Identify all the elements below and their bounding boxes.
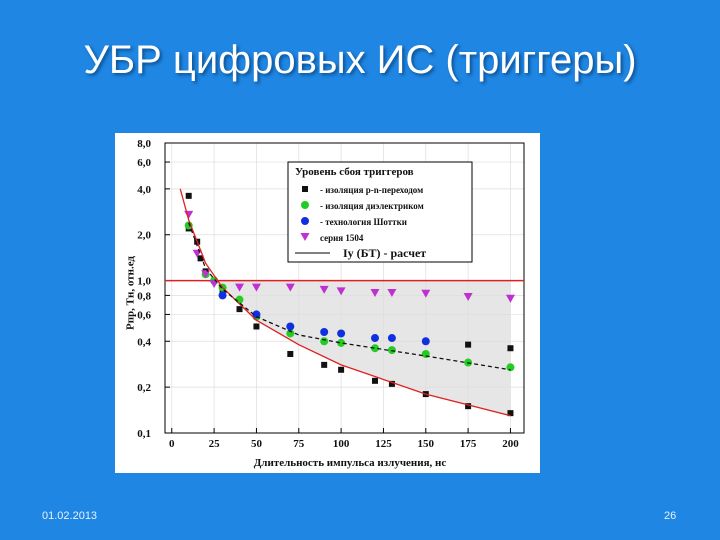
marker-triangle — [421, 289, 431, 298]
marker-square — [507, 410, 514, 417]
x-tick-label: 200 — [502, 438, 519, 450]
marker-circle — [235, 295, 244, 304]
marker-triangle — [505, 294, 515, 303]
plot-frame — [164, 142, 525, 434]
marker-circle — [370, 334, 379, 343]
marker-triangle — [463, 293, 473, 302]
marker-circle — [337, 338, 346, 347]
marker-triangle — [319, 285, 329, 294]
marker-circle — [337, 329, 346, 338]
y-tick-label: 0,1 — [137, 428, 151, 440]
y-tick-label: 0,4 — [137, 336, 151, 348]
y-tick-label: 8,0 — [137, 138, 151, 150]
marker-triangle — [387, 288, 397, 297]
x-tick-label: 75 — [293, 438, 305, 450]
legend-label: - технология Шоттки — [320, 217, 407, 227]
slide-number: 26 — [664, 510, 677, 522]
marker-circle — [301, 201, 309, 209]
marker-square — [371, 377, 378, 384]
legend-box — [287, 161, 473, 263]
marker-square — [507, 345, 514, 352]
x-tick-label: 100 — [333, 438, 350, 450]
legend-label: Iу (БТ) - расчет — [343, 246, 426, 260]
marker-square — [302, 186, 308, 192]
marker-triangle — [285, 283, 295, 292]
marker-square — [388, 380, 395, 387]
x-tick-label: 25 — [209, 438, 221, 450]
marker-square — [338, 366, 345, 373]
marker-circle — [370, 344, 379, 353]
x-tick-label: 125 — [375, 438, 392, 450]
y-tick-label: 1,0 — [137, 276, 151, 288]
slide-date: 01.02.2013 — [42, 510, 98, 522]
y-tick-label: 2,0 — [137, 230, 151, 242]
marker-circle — [301, 217, 309, 225]
y-tick-label: 0,2 — [137, 382, 151, 394]
legend-label: - изоляция p-n-переходом — [320, 185, 423, 195]
marker-square — [287, 350, 294, 357]
marker-circle — [218, 291, 227, 300]
marker-circle — [506, 363, 515, 372]
marker-square — [185, 192, 192, 199]
y-tick-label: 0,6 — [137, 309, 151, 321]
chart: Длительность импульса излучения, нс Pпр,… — [115, 133, 540, 473]
legend-label: серия 1504 — [320, 233, 364, 243]
marker-triangle — [336, 287, 346, 296]
marker-square — [197, 255, 204, 262]
y-tick-label: 0,8 — [137, 290, 151, 302]
x-tick-label: 0 — [169, 438, 175, 450]
shaded-region — [180, 280, 511, 416]
series-line — [188, 222, 511, 371]
marker-circle — [421, 337, 430, 346]
marker-triangle — [300, 233, 310, 241]
marker-triangle — [251, 283, 261, 292]
series-line — [179, 188, 511, 417]
marker-triangle — [235, 283, 245, 292]
slide-title: УБР цифровых ИС (триггеры) — [83, 38, 637, 82]
y-tick-label: 4,0 — [137, 184, 151, 196]
marker-triangle — [370, 288, 380, 297]
y-axis-label: Pпр, Tн, отн.ед — [125, 256, 137, 330]
legend-title: Уровень сбоя триггеров — [295, 166, 414, 178]
marker-circle — [387, 346, 396, 355]
x-axis-label: Длительность импульса излучения, нс — [254, 457, 447, 469]
marker-circle — [252, 310, 261, 319]
marker-square — [465, 403, 472, 410]
marker-triangle — [201, 270, 211, 279]
marker-circle — [387, 334, 396, 343]
x-tick-label: 150 — [418, 438, 435, 450]
x-tick-label: 50 — [251, 438, 263, 450]
marker-square — [321, 361, 328, 368]
y-tick-label: 6,0 — [137, 157, 151, 169]
marker-circle — [320, 337, 329, 346]
marker-square — [465, 341, 472, 348]
x-tick-label: 175 — [460, 438, 477, 450]
legend-label: - изоляция диэлектриком — [320, 201, 424, 211]
marker-square — [253, 323, 260, 330]
marker-square — [236, 306, 243, 313]
marker-circle — [320, 328, 329, 337]
marker-circle — [286, 322, 295, 331]
